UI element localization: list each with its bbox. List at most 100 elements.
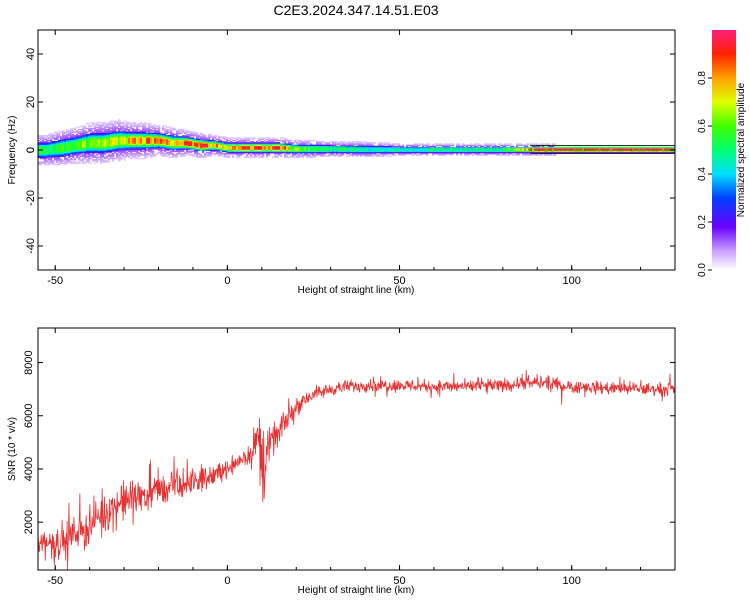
heatmap-cell	[82, 143, 85, 145]
heatmap-cell	[148, 144, 151, 147]
heatmap-cell	[320, 143, 323, 145]
heatmap-cell	[562, 148, 565, 150]
heatmap-cell	[560, 151, 563, 154]
heatmap-cell	[374, 149, 377, 151]
heatmap-cell	[132, 133, 135, 136]
heatmap-cell	[148, 143, 151, 145]
heatmap-cell	[44, 141, 47, 143]
heatmap-cell	[132, 154, 135, 156]
heatmap-cell	[198, 141, 201, 143]
heatmap-cell	[234, 139, 237, 142]
heatmap-cell	[210, 136, 213, 138]
heatmap-cell	[482, 150, 485, 153]
heatmap-cell	[56, 161, 59, 163]
y-tick-label: 4000	[23, 457, 35, 481]
heatmap-cell	[64, 132, 67, 135]
heatmap-cell	[132, 135, 135, 137]
heatmap-cell	[268, 137, 271, 139]
heatmap-cell	[440, 149, 443, 151]
heatmap-cell	[102, 139, 105, 142]
heatmap-cell	[128, 130, 131, 132]
heatmap-cell	[662, 149, 665, 151]
heatmap-cell	[170, 147, 173, 149]
heatmap-cell	[80, 155, 83, 157]
heatmap-cell	[534, 145, 537, 148]
heatmap-cell	[322, 144, 325, 147]
heatmap-cell	[458, 147, 461, 149]
heatmap-cell	[56, 156, 59, 159]
heatmap-cell	[142, 135, 145, 137]
heatmap-cell	[344, 151, 347, 154]
heatmap-cell	[108, 137, 111, 139]
heatmap-cell	[62, 150, 65, 153]
heatmap-cell	[272, 139, 275, 142]
heatmap-cell	[52, 161, 55, 163]
heatmap-cell	[196, 143, 199, 145]
heatmap-cell	[168, 129, 171, 131]
heatmap-cell	[100, 159, 103, 161]
heatmap-cell	[364, 154, 367, 156]
heatmap-cell	[310, 150, 313, 153]
heatmap-cell	[142, 139, 145, 142]
x-tick-label: 0	[224, 275, 230, 287]
heatmap-cell	[150, 133, 153, 136]
heatmap-cell	[420, 149, 423, 151]
heatmap-cell	[60, 150, 63, 153]
snr-ylabel: SNR (10 * v/v)	[7, 417, 18, 481]
heatmap-cell	[492, 149, 495, 151]
heatmap-cell	[370, 150, 373, 153]
heatmap-cell	[120, 149, 123, 151]
heatmap-cell	[210, 142, 213, 144]
heatmap-cell	[546, 151, 549, 154]
heatmap-cell	[322, 145, 325, 148]
heatmap-cell	[526, 149, 529, 151]
heatmap-cell	[154, 136, 157, 138]
heatmap-cell	[602, 148, 605, 150]
heatmap-cell	[104, 123, 107, 125]
heatmap-cell	[42, 151, 45, 154]
heatmap-cell	[214, 144, 217, 147]
heatmap-cell	[156, 139, 159, 142]
heatmap-cell	[86, 142, 89, 144]
heatmap-cell	[316, 143, 319, 145]
heatmap-cell	[104, 127, 107, 130]
heatmap-cell	[610, 147, 613, 149]
heatmap-cell	[268, 139, 271, 142]
heatmap-cell	[332, 154, 335, 156]
heatmap-cell	[80, 131, 83, 133]
heatmap-cell	[634, 148, 637, 150]
heatmap-cell	[62, 133, 65, 136]
x-tick-label: -50	[47, 575, 63, 587]
heatmap-cell	[88, 147, 91, 149]
heatmap-cell	[196, 135, 199, 137]
heatmap-cell	[362, 151, 365, 154]
heatmap-cell	[480, 144, 483, 147]
heatmap-cell	[64, 156, 67, 159]
heatmap-cell	[192, 139, 195, 142]
heatmap-cell	[230, 148, 233, 150]
heatmap-cell	[66, 142, 69, 144]
heatmap-cell	[208, 153, 211, 155]
heatmap-cell	[194, 139, 197, 142]
heatmap-cell	[76, 150, 79, 153]
heatmap-cell	[138, 155, 141, 157]
heatmap-cell	[370, 153, 373, 155]
heatmap-cell	[416, 144, 419, 147]
heatmap-cell	[142, 126, 145, 129]
heatmap-cell	[360, 151, 363, 154]
heatmap-cell	[110, 127, 113, 130]
heatmap-cell	[508, 147, 511, 149]
heatmap-cell	[76, 149, 79, 151]
heatmap-cell	[222, 142, 225, 144]
heatmap-cell	[84, 154, 87, 156]
heatmap-cell	[116, 126, 119, 129]
heatmap-cell	[70, 137, 73, 139]
heatmap-cell	[590, 150, 593, 153]
heatmap-cell	[366, 142, 369, 144]
heatmap-cell	[86, 161, 89, 163]
heatmap-cell	[170, 137, 173, 139]
heatmap-cell	[38, 153, 41, 155]
heatmap-cell	[302, 145, 305, 148]
heatmap-cell	[518, 148, 521, 150]
heatmap-cell	[76, 148, 79, 150]
